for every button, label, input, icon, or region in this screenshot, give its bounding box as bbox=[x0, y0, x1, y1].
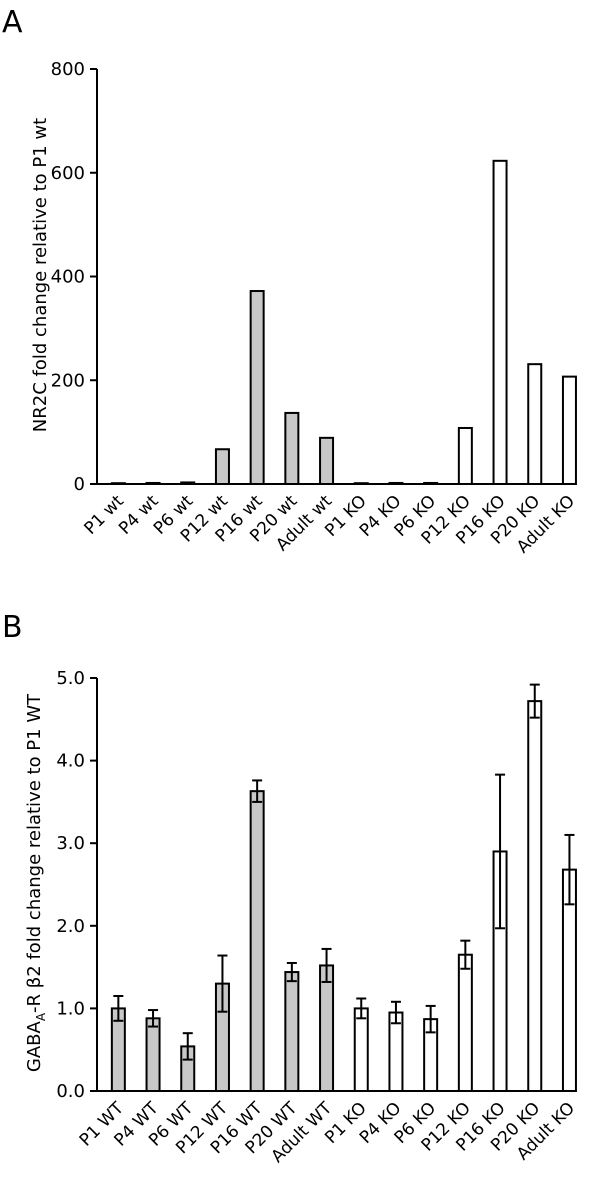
panel-a-y-tick-label: 800 bbox=[51, 59, 85, 80]
panel-a-y-ticks: 0 200 400 600 800 bbox=[51, 59, 97, 495]
panel-a-bar-p12-ko bbox=[457, 426, 473, 486]
panel-b-y-tick-label: 0.0 bbox=[56, 1081, 85, 1102]
panel-b-bar-p12-ko bbox=[457, 953, 473, 1093]
panel-b-y-tick-label: 2.0 bbox=[56, 916, 85, 937]
panel-a-bar-p6-wt bbox=[180, 481, 196, 486]
panel-a-bar-p20-ko bbox=[527, 363, 543, 486]
panel-a-chart: A NR2C fold change relative to P1 wt 0 20… bbox=[2, 5, 579, 557]
panel-b-y-tick-label: 5.0 bbox=[56, 668, 85, 689]
panel-a-label: A bbox=[2, 5, 23, 40]
panel-a-bar-p16-wt bbox=[249, 290, 265, 485]
panel-b-bar-p20-ko bbox=[527, 700, 543, 1092]
panel-a-y-tick-label: 0 bbox=[74, 474, 85, 495]
panel-b-y-tick-label: 3.0 bbox=[56, 833, 85, 854]
panel-a-bar-p12-wt bbox=[214, 448, 230, 485]
panel-a-bar-p6-ko bbox=[423, 481, 439, 485]
panel-a-bar-p16-ko bbox=[492, 159, 508, 485]
panel-a-bar-p4-ko bbox=[388, 481, 404, 485]
panel-a-bars bbox=[110, 159, 577, 486]
panel-a-bar-p1-wt bbox=[110, 482, 126, 486]
panel-b-bar-p20-wt bbox=[284, 971, 300, 1093]
panel-a-bar-p20-wt bbox=[284, 411, 300, 485]
panel-b-bars bbox=[110, 700, 577, 1093]
panel-b-chart: B GABAA-R β2 fold change relative to P1 … bbox=[2, 610, 579, 1167]
panel-a-y-tick-label: 400 bbox=[51, 267, 85, 288]
panel-b-y-axis-title: GABAA-R β2 fold change relative to P1 WT bbox=[24, 693, 48, 1072]
panel-b-y-tick-label: 1.0 bbox=[56, 998, 85, 1019]
panel-b-y-axis-title-subscript: A bbox=[34, 1012, 48, 1021]
panel-b-bar-p16-wt bbox=[249, 790, 265, 1092]
panel-a-bar-adult-wt bbox=[319, 436, 335, 485]
panel-b-y-axis-title-main: GABA bbox=[24, 1021, 45, 1073]
panel-a-y-tick-label: 600 bbox=[51, 163, 85, 184]
panel-b-y-ticks: 0.0 1.0 2.0 3.0 4.0 5.0 bbox=[56, 668, 97, 1102]
panel-b-label: B bbox=[2, 610, 23, 645]
panel-b-error-bars bbox=[113, 683, 575, 1061]
panel-b-bar-adult-wt bbox=[319, 964, 335, 1092]
panel-b-y-axis-title-rest: -R β2 fold change relative to P1 WT bbox=[24, 693, 45, 1013]
panel-a-bar-p1-ko bbox=[353, 482, 369, 486]
panel-b-bar-p4-ko bbox=[388, 1011, 404, 1093]
panel-b-bar-p1-ko bbox=[353, 1007, 369, 1093]
panel-a-bar-p4-wt bbox=[145, 481, 161, 485]
panel-b-bar-p4-wt bbox=[145, 1017, 161, 1093]
panel-a-bar-adult-ko bbox=[561, 375, 577, 485]
panel-b-y-tick-label: 4.0 bbox=[56, 751, 85, 772]
panel-a-y-tick-label: 200 bbox=[51, 370, 85, 391]
panel-a-y-axis-title: NR2C fold change relative to P1 wt bbox=[30, 118, 51, 432]
